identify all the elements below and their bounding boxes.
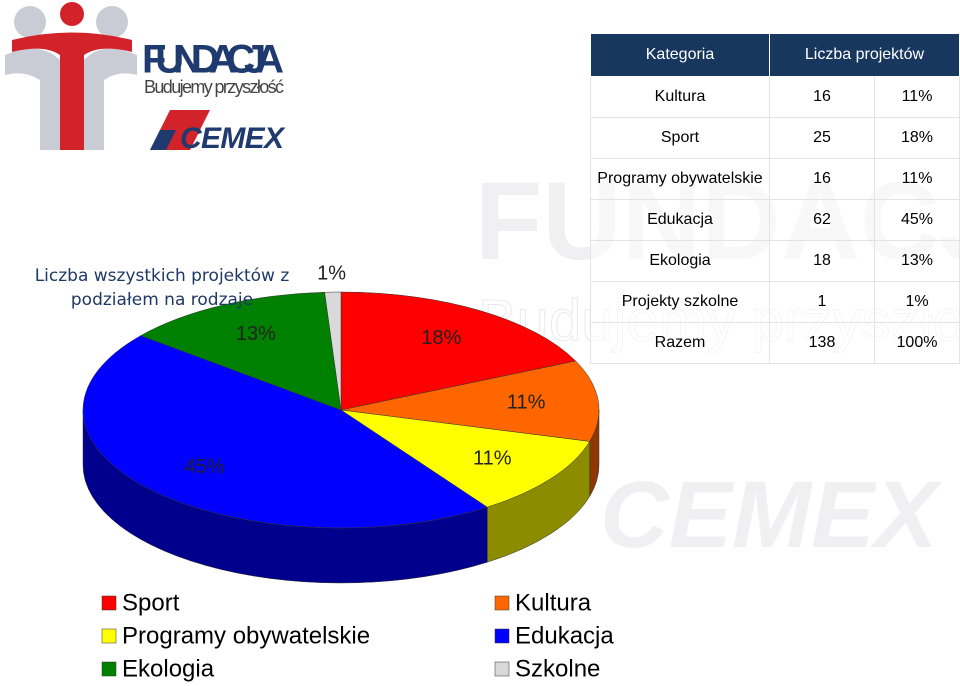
table-row: Razem 138 100% — [590, 322, 960, 364]
table-cell: 18% — [874, 117, 960, 159]
slice — [340, 291, 577, 411]
table-cell: Ekologia — [590, 240, 770, 282]
legend-label: Ekologia — [122, 655, 215, 682]
logo-figure — [84, 48, 137, 150]
table-row: Kultura 16 11% — [590, 76, 960, 118]
table-cell: Razem — [590, 322, 770, 364]
logo-name: FUNDACJA — [142, 38, 284, 82]
table-cell: 1 — [769, 281, 875, 323]
logo-figure — [5, 48, 60, 150]
logo-head — [60, 2, 84, 26]
legend: Sport Kultura Programy obywatelskie Edukacj… — [101, 589, 614, 682]
table-cell: 45% — [874, 199, 960, 241]
table-row: Ekologia 18 13% — [590, 240, 960, 282]
data-label: 11% — [507, 392, 546, 414]
legend-swatch — [494, 661, 510, 677]
legend-swatch — [494, 628, 510, 644]
logo-brand: CEMEX — [180, 122, 286, 155]
legend-swatch — [101, 595, 117, 611]
slice — [140, 291, 342, 411]
slice — [340, 360, 600, 442]
slice — [340, 409, 591, 508]
table-cell: Projekty szkolne — [590, 281, 770, 323]
table-cell: 13% — [874, 240, 960, 282]
table-cell: Edukacja — [590, 199, 770, 241]
data-table: Kategoria Liczba projektów Kultura 16 11% S… — [590, 33, 960, 364]
data-label: 1% — [317, 263, 346, 285]
table-cell: 11% — [874, 158, 960, 200]
table-cell: Kultura — [590, 76, 770, 118]
logo: FUNDACJA Budujemy przyszłość CEMEX — [5, 2, 286, 155]
logo-tagline: Budujemy przyszłość — [144, 77, 284, 97]
slice — [324, 291, 342, 411]
data-label: 13% — [236, 323, 276, 345]
chart-title: Liczba wszystkich projektów z podziałem … — [34, 266, 290, 310]
table-row: Programy obywatelskie 16 11% — [590, 158, 960, 200]
table-row: Sport 25 18% — [590, 117, 960, 159]
header-cell: Liczba projektów — [769, 33, 960, 77]
table-cell: 25 — [769, 117, 875, 159]
table-cell: 62 — [769, 199, 875, 241]
table-cell: 18 — [769, 240, 875, 282]
table-cell: Programy obywatelskie — [590, 158, 770, 200]
table-row: Edukacja 62 45% — [590, 199, 960, 241]
legend-swatch — [494, 595, 510, 611]
table-cell: 11% — [874, 76, 960, 118]
watermark-brand: CEMEX — [600, 462, 943, 568]
legend-label: Szkolne — [515, 655, 600, 682]
table-row: Projekty szkolne 1 1% — [590, 281, 960, 323]
data-label: 18% — [421, 327, 461, 349]
table-cell: 100% — [874, 322, 960, 364]
table-header: Kategoria Liczba projektów — [590, 33, 960, 77]
table-cell: Sport — [590, 117, 770, 159]
header-cell: Kategoria — [590, 33, 770, 77]
legend-label: Edukacja — [515, 622, 614, 649]
table-cell: 1% — [874, 281, 960, 323]
pie: 18% 11% 11% 45% 13% 1% — [82, 263, 600, 584]
slice — [82, 335, 488, 529]
data-label: 11% — [473, 448, 512, 470]
logo-figure — [12, 32, 132, 150]
table-cell: 16 — [769, 76, 875, 118]
legend-swatch — [101, 661, 117, 677]
table-cell: 16 — [769, 158, 875, 200]
logo-head — [96, 6, 128, 38]
legend-label: Programy obywatelskie — [122, 622, 370, 649]
data-label: 45% — [185, 456, 225, 478]
legend-label: Kultura — [515, 589, 592, 616]
legend-label: Sport — [122, 589, 180, 616]
legend-swatch — [101, 628, 117, 644]
table-cell: 138 — [769, 322, 875, 364]
logo-head — [14, 6, 46, 38]
logo-stripes — [150, 130, 176, 150]
